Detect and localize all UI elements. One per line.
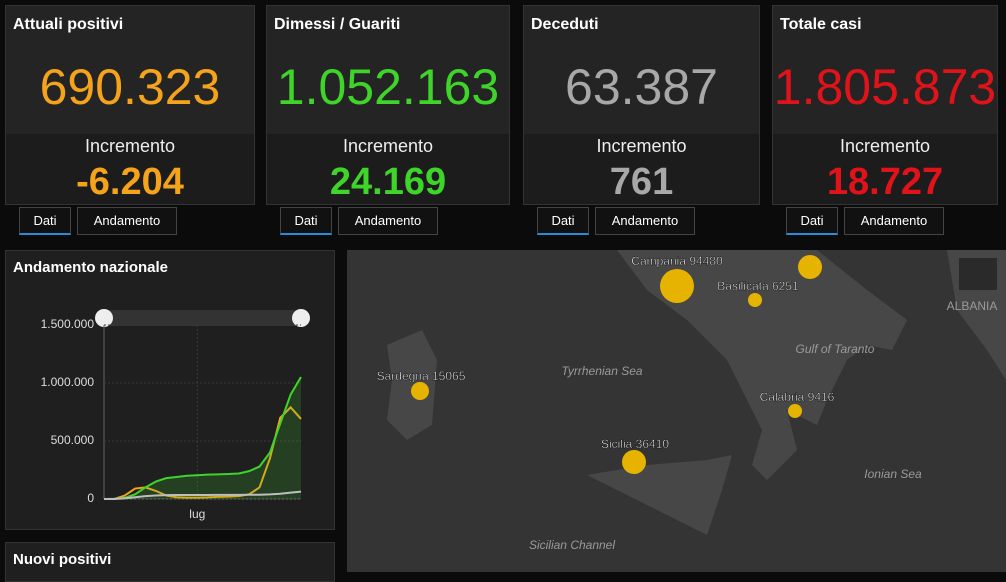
bubble — [622, 450, 646, 474]
card-top — [267, 6, 509, 134]
bubble — [660, 269, 694, 303]
y-tick-label: 1.000.000 — [41, 375, 95, 389]
card-increment: 18.727 — [826, 161, 944, 203]
panel-title: Andamento nazionale — [13, 259, 169, 276]
stat-card: Totale casi 1.805.873 Incremento 18.727 — [772, 5, 998, 205]
place-label: ALBANIA — [947, 299, 998, 313]
bubble — [788, 404, 802, 418]
card-value: 63.387 — [565, 59, 718, 115]
bubble — [748, 293, 762, 307]
chart: 0 500.000 1.000.000 1.500.000 lug — [41, 309, 310, 521]
map: Campania 94480 Basilicata 6251 Sardegna … — [347, 250, 1006, 572]
panel-title: Nuovi positivi — [13, 551, 112, 568]
place-label: Gulf of Taranto — [796, 342, 875, 356]
region-label: Sardegna 15065 — [377, 369, 466, 383]
region-label: Calabria 9416 — [760, 390, 835, 404]
y-tick-label: 1.500.000 — [41, 317, 95, 331]
stat-card: Deceduti 63.387 Incremento 761 — [523, 5, 760, 205]
tab[interactable]: Andamento — [77, 207, 177, 235]
slider-handle — [292, 309, 310, 327]
bubble — [411, 382, 429, 400]
card-value: 690.323 — [39, 59, 221, 115]
stat-card: Dimessi / Guariti 1.052.163 Incremento 24.1… — [266, 5, 510, 205]
tab[interactable]: Andamento — [844, 207, 944, 235]
card-value: 1.052.163 — [276, 59, 500, 115]
tab[interactable]: Andamento — [595, 207, 695, 235]
region-label: Campania 94480 — [631, 254, 723, 268]
new-panel: Nuovi positivi — [5, 542, 335, 582]
land — [587, 455, 732, 535]
card-top — [773, 6, 997, 134]
tab[interactable]: Dati — [786, 207, 838, 235]
card-title: Deceduti — [531, 16, 599, 33]
land — [387, 330, 437, 440]
line — [103, 376, 302, 500]
tab[interactable]: Dati — [19, 207, 71, 235]
card-value: 1.805.873 — [773, 59, 997, 115]
trend-panel: Andamento nazionale 0 500.000 1.000.000 1.5… — [5, 250, 335, 530]
place-label: Ionian Sea — [864, 467, 922, 481]
y-tick-label: 0 — [87, 491, 94, 505]
area — [104, 376, 301, 499]
card-title: Dimessi / Guariti — [274, 16, 401, 33]
region-label: Sicilia 36410 — [601, 437, 669, 451]
place-label: Tyrrhenian Sea — [561, 364, 642, 378]
y-tick-label: 500.000 — [51, 433, 95, 447]
card-top — [6, 6, 254, 134]
card-label: Incremento — [342, 136, 434, 156]
range-slider — [104, 310, 301, 326]
bubble — [798, 255, 822, 279]
card-title: Attuali positivi — [13, 16, 124, 33]
card-increment: -6.204 — [76, 161, 184, 203]
card-top — [524, 6, 759, 134]
region-label: Basilicata 6251 — [717, 279, 799, 293]
place-label: Sicilian Channel — [529, 538, 615, 552]
card-label: Incremento — [84, 136, 176, 156]
line — [104, 405, 302, 500]
stat-card: Attuali positivi 690.323 Incremento -6.204 — [5, 5, 255, 205]
legend-button[interactable] — [959, 258, 997, 290]
x-tick-label: lug — [189, 507, 205, 521]
land — [617, 250, 907, 480]
card-label: Incremento — [839, 136, 931, 156]
card-increment: 24.169 — [329, 161, 447, 203]
tab[interactable]: Dati — [537, 207, 589, 235]
card-title: Totale casi — [780, 16, 862, 33]
tab[interactable]: Andamento — [338, 207, 438, 235]
card-label: Incremento — [596, 136, 687, 156]
line — [104, 490, 302, 500]
slider-handle — [95, 309, 113, 327]
card-increment: 761 — [609, 161, 674, 203]
tab[interactable]: Dati — [280, 207, 332, 235]
